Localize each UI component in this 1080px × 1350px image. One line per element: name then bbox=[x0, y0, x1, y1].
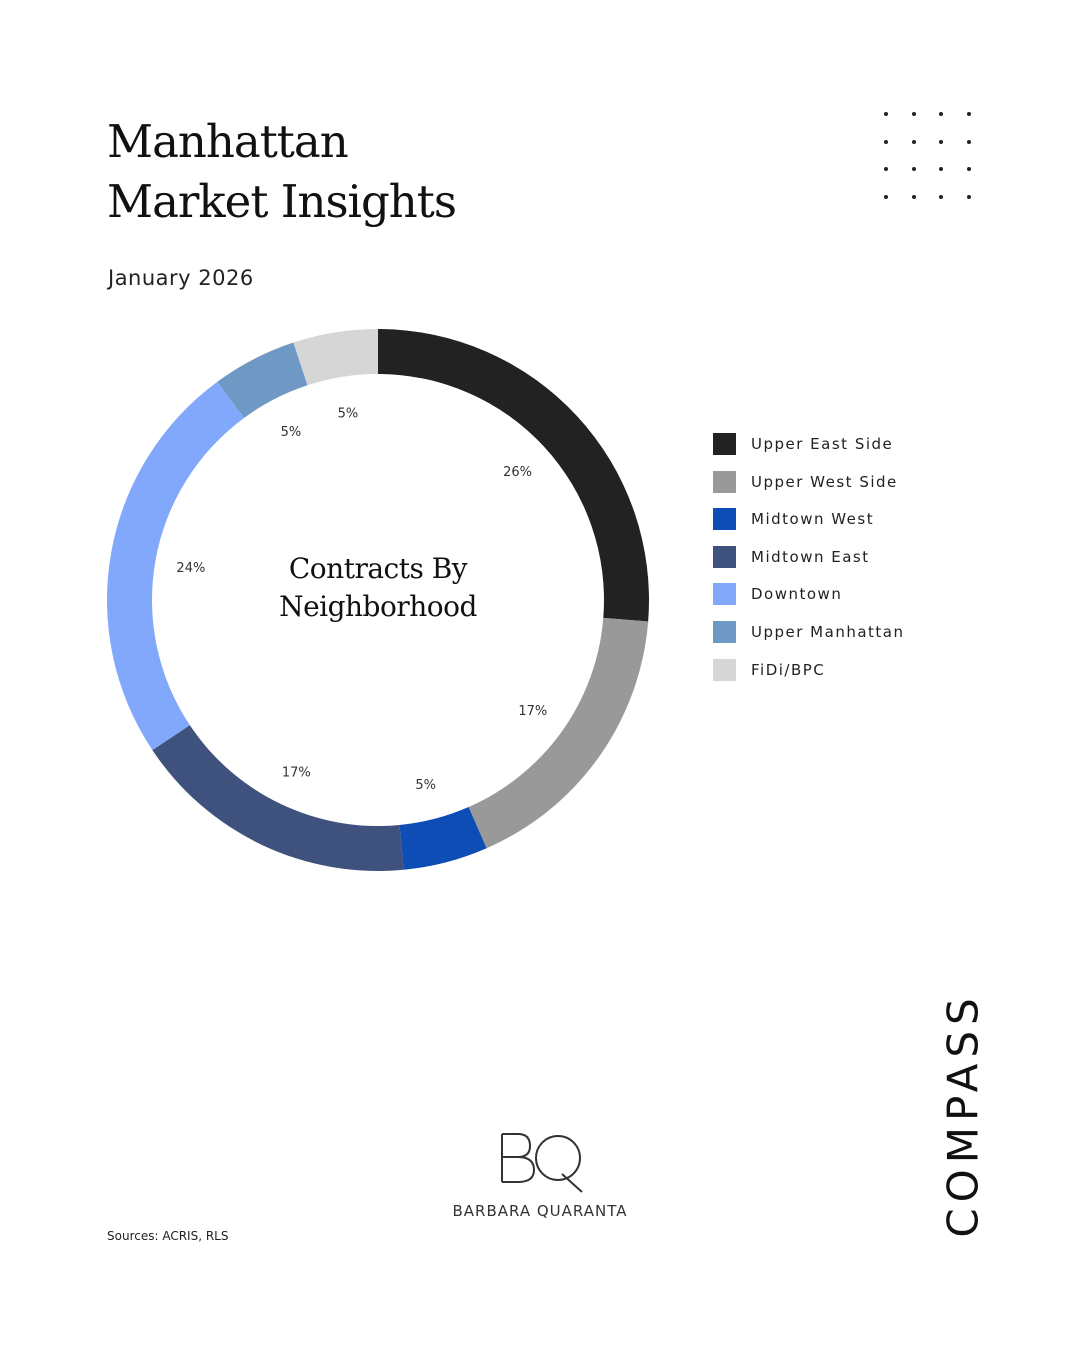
compass-logo: COMPASS bbox=[938, 990, 988, 1240]
chart-title-line1: Contracts By bbox=[288, 552, 468, 585]
decor-dot bbox=[911, 112, 916, 116]
decor-dot bbox=[939, 194, 943, 199]
compass-logo-text: COMPASS bbox=[938, 992, 988, 1238]
slice-value-label: 5% bbox=[415, 778, 436, 793]
chart-title-line2: Neighborhood bbox=[279, 590, 477, 623]
legend-swatch bbox=[713, 470, 736, 493]
slice-labels: 26% 17% 5% 17% 24% 5% 5% bbox=[176, 406, 547, 793]
legend-swatch bbox=[713, 583, 736, 606]
slice-value-label: 17% bbox=[518, 704, 547, 719]
legend-label: FiDi/BPC bbox=[751, 660, 826, 679]
legend-swatch bbox=[713, 433, 736, 455]
chart-title: Contracts By Neighborhood bbox=[228, 550, 528, 626]
agent-monogram-logo bbox=[501, 1133, 583, 1193]
legend-swatch bbox=[713, 508, 736, 531]
sources-note: Sources: ACRIS, RLS bbox=[107, 1229, 229, 1243]
decor-dot bbox=[966, 167, 971, 171]
donut-slice-fidi-bpc bbox=[293, 329, 378, 386]
decor-dot bbox=[884, 139, 888, 144]
donut-slice-upper-east-side bbox=[378, 329, 649, 622]
decor-dot bbox=[939, 167, 943, 171]
legend-label: Midtown West bbox=[751, 510, 875, 529]
dot-grid-decoration bbox=[880, 108, 980, 204]
decor-dot bbox=[884, 194, 888, 199]
decor-dot bbox=[911, 194, 916, 199]
donut-slice-downtown bbox=[106, 381, 245, 751]
decor-dot bbox=[911, 167, 916, 171]
page-title: Manhattan Market Insights bbox=[107, 112, 457, 232]
donut-slices bbox=[106, 329, 649, 871]
donut-slice-upper-west-side bbox=[468, 617, 649, 849]
decor-dot bbox=[966, 112, 971, 116]
slice-value-label: 17% bbox=[282, 766, 311, 781]
legend-label: Upper East Side bbox=[751, 435, 894, 453]
agent-name: BARBARA QUARANTA bbox=[452, 1202, 628, 1220]
report-date: January 2026 bbox=[108, 266, 254, 290]
legend-label: Downtown bbox=[751, 585, 843, 604]
page-title-line1: Manhattan bbox=[107, 115, 349, 168]
decor-dot bbox=[884, 167, 888, 171]
legend-label: Upper Manhattan bbox=[751, 622, 905, 641]
page-title-line2: Market Insights bbox=[107, 175, 457, 228]
decor-dot bbox=[966, 194, 971, 199]
donut-slice-upper-manhattan bbox=[217, 342, 308, 419]
donut-slice-midtown-west bbox=[399, 807, 487, 870]
legend-swatch bbox=[713, 658, 736, 681]
legend-label: Midtown East bbox=[751, 547, 870, 566]
decor-dot bbox=[939, 112, 943, 116]
legend-label: Upper West Side bbox=[751, 472, 898, 491]
decor-dot bbox=[911, 139, 916, 144]
legend-swatch bbox=[713, 620, 736, 643]
slice-value-label: 5% bbox=[338, 406, 359, 421]
decor-dot bbox=[966, 139, 971, 144]
slice-value-label: 5% bbox=[281, 425, 302, 440]
decor-dot bbox=[939, 139, 943, 144]
donut-slice-midtown-east bbox=[152, 725, 404, 871]
slice-value-label: 24% bbox=[176, 561, 205, 576]
legend-swatch bbox=[713, 545, 736, 568]
decor-dot bbox=[884, 112, 888, 116]
slice-value-label: 26% bbox=[503, 465, 532, 480]
